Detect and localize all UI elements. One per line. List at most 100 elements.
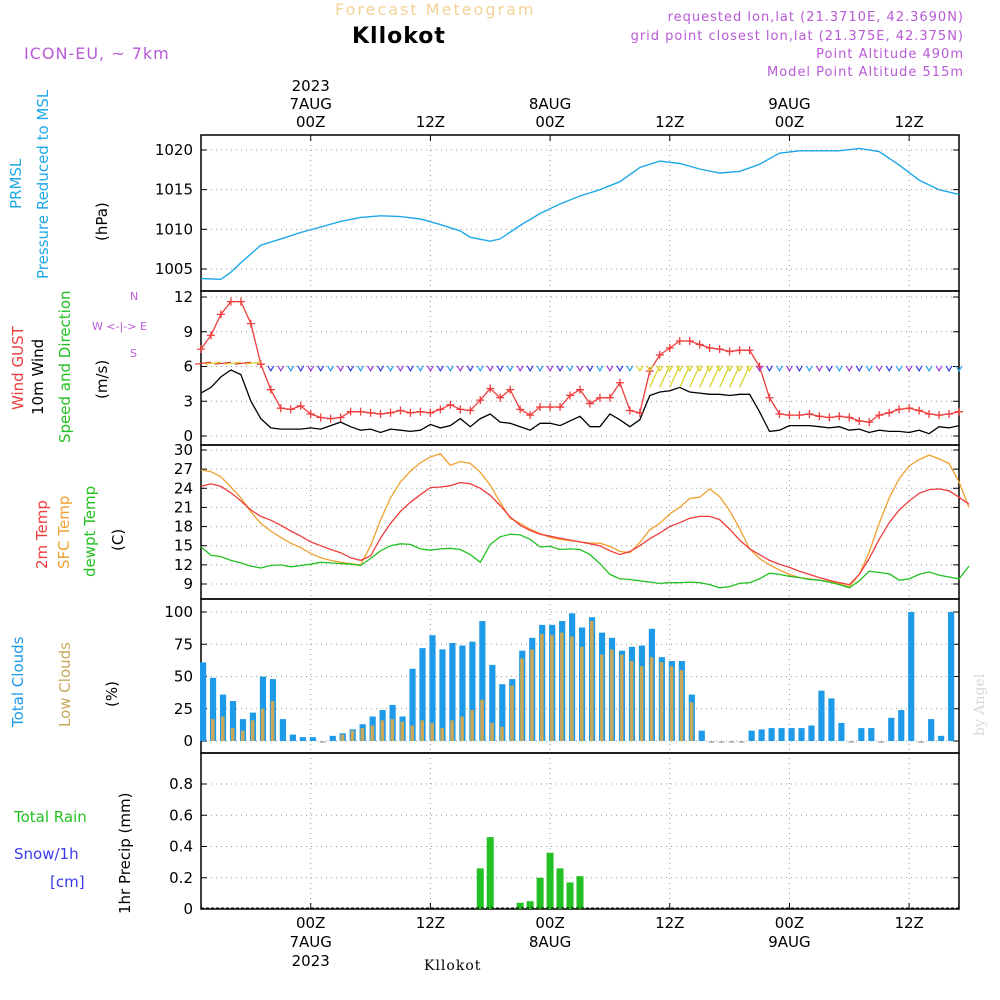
low-cloud-bar bbox=[579, 646, 584, 741]
gust-marker bbox=[197, 345, 205, 354]
time-tick-top: 12Z bbox=[416, 113, 445, 131]
gust-marker bbox=[885, 408, 894, 417]
low-cloud-bar bbox=[619, 654, 624, 741]
gust-marker bbox=[935, 411, 944, 420]
gust-marker bbox=[715, 345, 724, 354]
rain-bar bbox=[546, 852, 554, 909]
total-cloud-bar bbox=[928, 719, 935, 741]
wind-arrow bbox=[805, 365, 813, 372]
wind-arrow bbox=[895, 365, 903, 372]
wind-arrow bbox=[496, 365, 504, 372]
y-tick-label: 1005 bbox=[155, 260, 193, 278]
y-tick-label: 12 bbox=[174, 288, 193, 306]
total-cloud-bar bbox=[289, 734, 296, 741]
wind-arrow bbox=[377, 365, 385, 372]
low-cloud-bar bbox=[360, 728, 365, 741]
gust-marker bbox=[585, 399, 594, 408]
wind-arrow bbox=[935, 365, 943, 372]
wind-arrow bbox=[204, 361, 222, 365]
gust-marker bbox=[496, 393, 505, 402]
low-cloud-bar bbox=[260, 708, 265, 741]
gust-marker bbox=[605, 393, 614, 402]
wind-arrow bbox=[925, 365, 933, 372]
wind-arrow bbox=[526, 365, 534, 372]
y-tick-label: 15 bbox=[174, 537, 193, 555]
y-tick-label: 18 bbox=[174, 518, 193, 536]
time-tick-top: 00Z bbox=[775, 113, 804, 131]
wind-arrow bbox=[307, 365, 315, 372]
wind-arrow bbox=[855, 365, 863, 372]
total-cloud-bar bbox=[299, 737, 306, 741]
total-cloud-bar bbox=[858, 728, 865, 741]
y-tick-label: 12 bbox=[174, 556, 193, 574]
gust-marker bbox=[725, 347, 734, 356]
total-cloud-bar bbox=[309, 737, 316, 741]
gust-marker bbox=[546, 403, 555, 412]
low-cloud-bar bbox=[350, 730, 355, 741]
wind-arrow bbox=[706, 365, 714, 372]
wind-arrow bbox=[506, 365, 514, 372]
total-cloud-bar bbox=[888, 717, 895, 741]
wind-arrow bbox=[656, 365, 664, 372]
gust-marker bbox=[566, 391, 575, 400]
wind-arrow bbox=[835, 365, 843, 372]
total-cloud-bar bbox=[449, 642, 456, 741]
wind-arrow bbox=[679, 365, 691, 388]
y-tick-label: 9 bbox=[183, 323, 193, 341]
wind-arrow bbox=[277, 365, 285, 372]
gust-marker bbox=[266, 385, 275, 394]
date-label-bottom: 7AUG bbox=[289, 933, 331, 951]
y-tick-label: 1015 bbox=[155, 181, 193, 199]
place-title: Kllokot bbox=[352, 24, 446, 49]
wind-arrow bbox=[775, 365, 783, 372]
low-cloud-bar bbox=[340, 734, 345, 741]
gust-marker bbox=[675, 337, 684, 346]
date-label-bottom: 8AUG bbox=[529, 933, 571, 951]
gust-marker bbox=[576, 385, 584, 394]
y-tick-label: 0.8 bbox=[169, 775, 193, 793]
y-tick-label: 0.6 bbox=[169, 806, 193, 824]
low-cloud-bar bbox=[230, 728, 235, 741]
wind-arrow bbox=[396, 365, 404, 372]
gust-marker bbox=[795, 411, 804, 420]
low-cloud-bar bbox=[540, 633, 544, 741]
gust-marker bbox=[665, 343, 674, 352]
gust-marker bbox=[695, 340, 704, 349]
wind-arrow bbox=[386, 365, 395, 372]
gust-marker bbox=[615, 378, 624, 387]
wind-arrow bbox=[214, 361, 232, 365]
gust-marker bbox=[206, 331, 215, 340]
precip-rain-label: Total Rain bbox=[14, 808, 87, 826]
total-cloud-bar bbox=[200, 662, 207, 741]
y-tick-label: 21 bbox=[174, 498, 193, 516]
gust-marker bbox=[825, 413, 834, 422]
wind-arrow bbox=[486, 365, 494, 372]
gust-marker bbox=[805, 409, 814, 418]
wind-arrow bbox=[729, 365, 741, 388]
rain-bar bbox=[536, 877, 544, 909]
total-cloud-bar bbox=[768, 728, 775, 741]
total-cloud-bar bbox=[868, 728, 875, 741]
low-cloud-bar bbox=[550, 635, 554, 741]
wind-arrow bbox=[785, 365, 793, 372]
time-tick-top: 12Z bbox=[655, 113, 684, 131]
low-cloud-bar bbox=[380, 720, 385, 741]
gust-marker bbox=[526, 411, 535, 420]
low-cloud-bar bbox=[629, 661, 634, 741]
rain-bar bbox=[566, 882, 574, 909]
wind-arrow bbox=[795, 365, 803, 372]
total-cloud-bar bbox=[798, 728, 805, 741]
total-cloud-bar bbox=[818, 690, 825, 741]
y-tick-label: 1010 bbox=[155, 220, 193, 238]
wind-arrow bbox=[756, 365, 764, 372]
low-cloud-bar bbox=[639, 666, 644, 741]
time-tick-bottom: 00Z bbox=[775, 914, 804, 932]
wind-arrow bbox=[669, 365, 681, 388]
gust-marker bbox=[855, 416, 864, 425]
point-altitude: Point Altitude 490m bbox=[816, 47, 964, 62]
gust-marker bbox=[416, 407, 425, 416]
wind-arrow bbox=[915, 365, 923, 372]
low-cloud-bar bbox=[470, 710, 474, 741]
wind-arrow bbox=[845, 365, 853, 372]
total-cloud-bar bbox=[229, 701, 237, 741]
